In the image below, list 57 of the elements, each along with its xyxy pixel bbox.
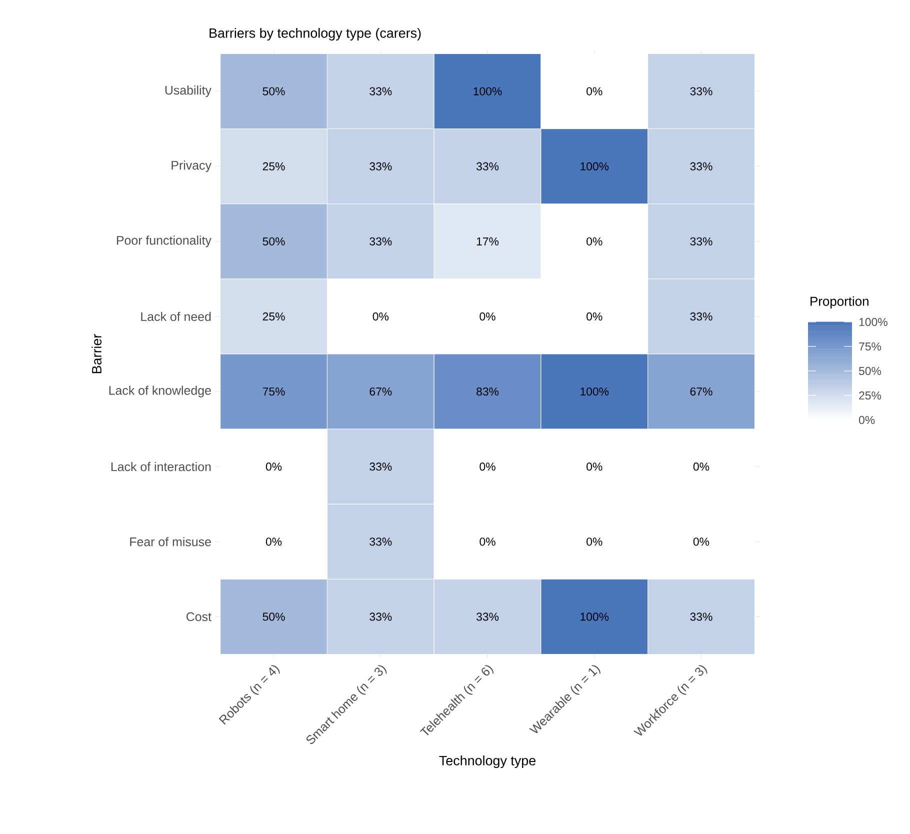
data-label: 33%: [370, 538, 392, 546]
data-label: 33%: [690, 162, 712, 170]
color-bar-label: 100%: [859, 318, 888, 326]
data-label: 33%: [690, 87, 712, 96]
data-label: 33%: [370, 462, 392, 471]
data-label: 100%: [580, 162, 609, 170]
data-label: 0%: [693, 462, 710, 471]
data-label: 50%: [262, 237, 285, 246]
color-bar-title: Proportion: [810, 296, 868, 308]
data-label: 0%: [480, 462, 496, 471]
data-label: 83%: [476, 387, 499, 396]
data-label: 33%: [476, 162, 499, 170]
color-bar-label: 25%: [859, 391, 882, 400]
color-bar-label: 75%: [859, 342, 882, 351]
data-label: 33%: [690, 312, 712, 321]
data-label: 0%: [586, 538, 602, 546]
y-axis-title: Barrier: [92, 334, 102, 374]
data-label: 17%: [476, 237, 499, 246]
data-label: 75%: [262, 387, 285, 396]
y-tick-label: Poor functionality: [116, 236, 212, 248]
data-label: 0%: [586, 312, 602, 321]
data-label: 25%: [262, 162, 285, 170]
y-tick-label: Lack of need: [141, 312, 211, 322]
data-label: 100%: [474, 87, 502, 96]
chart-title: Barriers by technology type (carers): [210, 28, 421, 41]
y-tick-label: Cost: [186, 612, 212, 622]
color-bar-label: 50%: [858, 366, 882, 376]
data-label: 33%: [476, 612, 499, 621]
data-label: 33%: [370, 237, 392, 246]
data-label: 0%: [693, 538, 710, 546]
data-label: 0%: [586, 87, 602, 96]
data-label: 33%: [370, 162, 392, 170]
data-label: 100%: [580, 387, 609, 396]
data-label: 33%: [370, 612, 392, 621]
data-label: 33%: [690, 237, 712, 246]
data-label: 25%: [262, 312, 285, 321]
data-label: 0%: [266, 462, 282, 471]
y-tick-label: Privacy: [172, 160, 212, 172]
data-label: 50%: [262, 612, 285, 621]
data-label: 0%: [266, 538, 282, 546]
y-tick-label: Usability: [165, 85, 212, 98]
color-bar-label: 0%: [858, 416, 875, 424]
data-label: 0%: [586, 237, 602, 246]
data-label: 0%: [480, 538, 496, 546]
data-label: 67%: [370, 387, 392, 396]
data-label: 0%: [586, 462, 602, 471]
y-tick-label: Lack of knowledge: [109, 386, 211, 398]
x-axis-title: Technology type: [439, 755, 536, 768]
data-label: 67%: [690, 387, 712, 396]
data-label: 33%: [370, 87, 392, 96]
data-label: 50%: [262, 87, 285, 96]
data-label: 0%: [480, 312, 496, 321]
data-label: 100%: [580, 612, 609, 621]
data-label: 33%: [690, 612, 712, 621]
y-tick-label: Lack of interaction: [111, 462, 211, 472]
y-tick-label: Fear of misuse: [130, 537, 211, 546]
data-label: 0%: [372, 312, 389, 321]
